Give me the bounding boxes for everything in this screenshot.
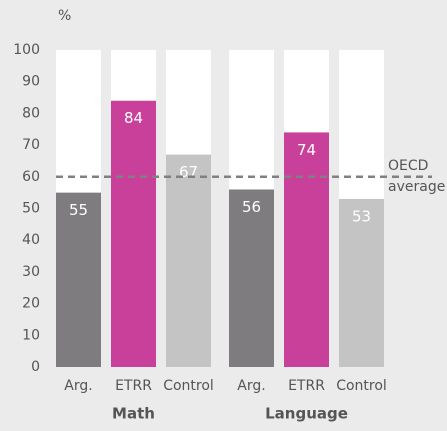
- y-tick-label: 50: [22, 201, 40, 217]
- data-label: 84: [124, 109, 143, 127]
- y-tick-label: 30: [22, 264, 40, 280]
- x-tick-label: ETRR: [288, 378, 325, 394]
- x-tick-label: ETRR: [115, 378, 152, 394]
- data-label: 74: [297, 141, 316, 159]
- group-label: Language: [265, 405, 348, 423]
- group-label: Math: [112, 405, 155, 423]
- x-tick-label: Control: [163, 378, 214, 394]
- y-tick-label: 40: [22, 232, 40, 248]
- bar: [339, 198, 384, 367]
- bar: [111, 100, 156, 367]
- data-label: 56: [242, 198, 261, 216]
- x-tick-label: Arg.: [64, 378, 92, 394]
- bar: [229, 189, 274, 367]
- y-tick-label: 60: [22, 169, 40, 185]
- y-axis-label: %: [58, 8, 71, 24]
- bar: [166, 154, 211, 367]
- y-tick-label: 10: [22, 327, 40, 343]
- x-tick-label: Arg.: [237, 378, 265, 394]
- data-label: 55: [69, 201, 88, 219]
- y-tick-label: 100: [13, 42, 40, 58]
- y-tick-label: 80: [22, 105, 40, 121]
- data-label: 53: [352, 207, 371, 225]
- data-label: 67: [179, 163, 198, 181]
- y-tick-label: 90: [22, 74, 40, 90]
- x-tick-label: Control: [336, 378, 387, 394]
- y-tick-label: 70: [22, 137, 40, 153]
- reference-label: OECD: [388, 158, 428, 174]
- bar: [284, 132, 329, 367]
- bar: [56, 192, 101, 367]
- reference-label: average: [388, 179, 445, 195]
- y-tick-label: 0: [31, 359, 40, 375]
- y-tick-label: 20: [22, 296, 40, 312]
